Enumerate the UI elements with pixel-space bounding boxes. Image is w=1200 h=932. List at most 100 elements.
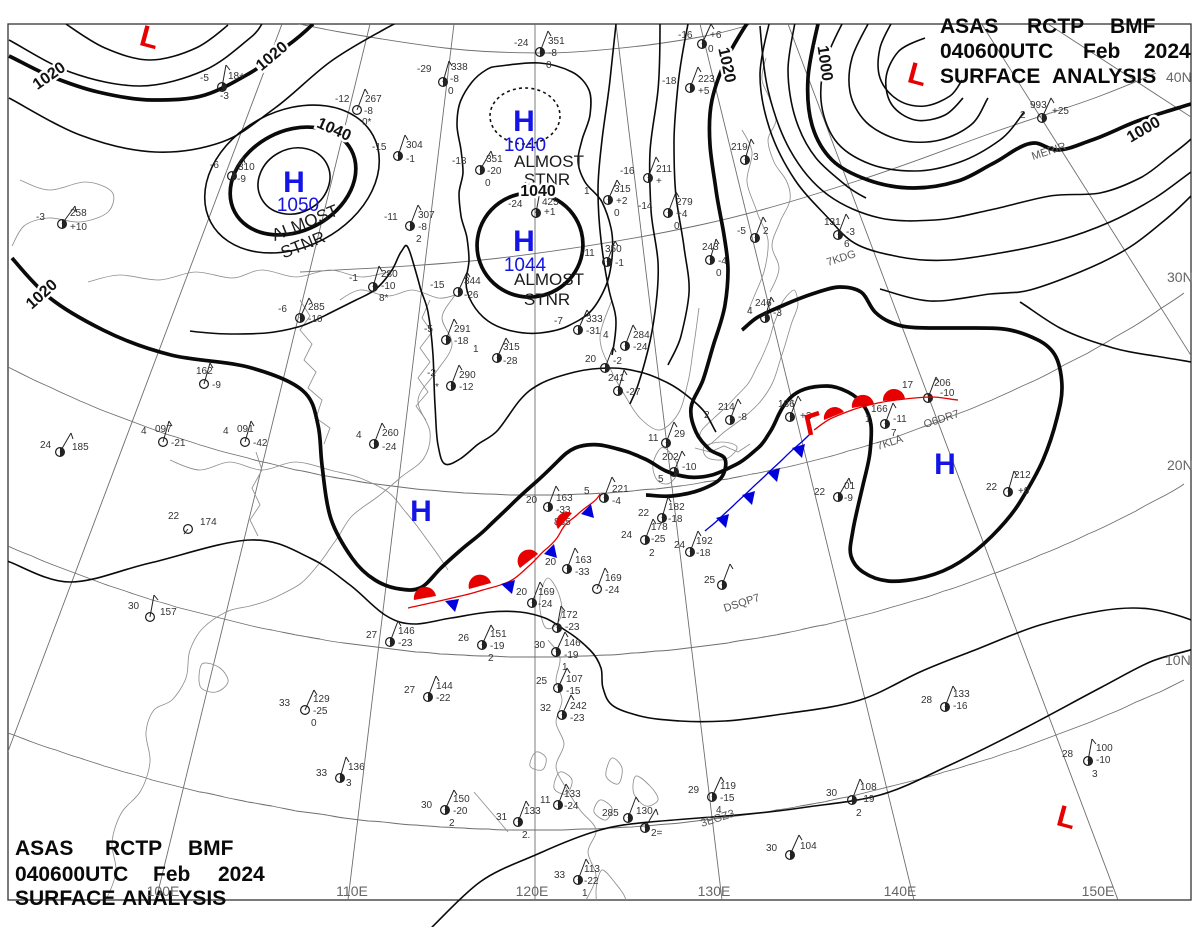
svg-text:-9: -9 — [237, 174, 246, 185]
svg-text:-8: -8 — [548, 48, 557, 59]
svg-text:2: 2 — [488, 653, 494, 664]
svg-text:2: 2 — [649, 548, 655, 559]
svg-text:H: H — [283, 166, 305, 199]
svg-text:-12: -12 — [459, 382, 474, 393]
svg-text:0: 0 — [311, 718, 317, 729]
svg-text:119: 119 — [720, 781, 736, 792]
svg-text:110E: 110E — [336, 883, 368, 899]
svg-text:150: 150 — [453, 794, 470, 805]
svg-text:-5: -5 — [424, 324, 433, 335]
svg-text:-11: -11 — [581, 248, 595, 259]
svg-text:-6: -6 — [278, 304, 287, 315]
svg-text:131: 131 — [824, 217, 841, 228]
svg-text:-27: -27 — [626, 387, 641, 398]
svg-text:+5: +5 — [698, 86, 710, 97]
svg-text:ALMOST: ALMOST — [514, 270, 584, 289]
svg-text:350: 350 — [605, 244, 622, 255]
svg-text:-5: -5 — [737, 226, 746, 237]
svg-text:1: 1 — [562, 662, 568, 673]
svg-text:-8: -8 — [418, 222, 427, 233]
svg-text:-15: -15 — [372, 142, 387, 153]
svg-text:+6: +6 — [710, 30, 722, 41]
svg-text:-6: -6 — [210, 160, 219, 171]
svg-text:284: 284 — [633, 330, 650, 341]
svg-text:0: 0 — [448, 86, 454, 97]
svg-text:290: 290 — [459, 370, 476, 381]
svg-text:H: H — [934, 448, 956, 481]
svg-text:-1: -1 — [615, 258, 624, 269]
svg-text:5: 5 — [658, 474, 664, 485]
svg-text:-33: -33 — [575, 567, 590, 578]
svg-text:2: 2 — [763, 226, 769, 237]
svg-text:+4: +4 — [676, 209, 688, 220]
svg-text:-1: -1 — [349, 273, 358, 284]
svg-text:-7: -7 — [554, 316, 563, 327]
svg-text:-16: -16 — [953, 701, 968, 712]
svg-text:22: 22 — [814, 487, 826, 498]
svg-text:6: 6 — [844, 239, 850, 250]
svg-text:136: 136 — [348, 762, 365, 773]
svg-text:133: 133 — [524, 806, 541, 817]
svg-text:351: 351 — [486, 154, 503, 165]
svg-text:11: 11 — [540, 795, 551, 806]
svg-text:185: 185 — [72, 442, 89, 453]
svg-text:246: 246 — [755, 298, 772, 309]
svg-text:-18: -18 — [696, 548, 711, 559]
svg-text:-12: -12 — [335, 94, 350, 105]
svg-text:1: 1 — [582, 888, 588, 899]
svg-text:32: 32 — [540, 703, 552, 714]
svg-text:-19: -19 — [564, 650, 579, 661]
svg-text:17: 17 — [902, 380, 914, 391]
svg-text:0: 0 — [674, 221, 680, 232]
svg-text:18+: 18+ — [228, 71, 245, 82]
svg-text:24: 24 — [40, 440, 52, 451]
svg-text:151: 151 — [490, 629, 507, 640]
svg-text:206: 206 — [934, 378, 951, 389]
svg-text:3: 3 — [1092, 769, 1098, 780]
svg-text:H: H — [513, 225, 535, 258]
svg-text:H: H — [410, 495, 432, 528]
svg-text:163: 163 — [575, 555, 592, 566]
svg-text:3: 3 — [346, 778, 352, 789]
svg-text:-22: -22 — [436, 693, 451, 704]
svg-text:267: 267 — [365, 94, 382, 105]
svg-text:242: 242 — [570, 701, 587, 712]
svg-text:20: 20 — [585, 354, 597, 365]
svg-text:-10: -10 — [1096, 755, 1111, 766]
svg-text:157: 157 — [160, 607, 177, 618]
svg-text:-2: -2 — [613, 356, 622, 367]
svg-text:280: 280 — [381, 269, 398, 280]
svg-text:30N: 30N — [1167, 269, 1193, 285]
svg-text:-11: -11 — [893, 414, 907, 425]
svg-text:1040: 1040 — [520, 183, 556, 200]
svg-text:0: 0 — [708, 44, 714, 55]
svg-text:-3: -3 — [846, 227, 855, 238]
svg-text:100E: 100E — [147, 883, 180, 899]
svg-text:133: 133 — [564, 789, 581, 800]
svg-text:1044: 1044 — [504, 255, 547, 276]
svg-text:146: 146 — [564, 638, 581, 649]
svg-text:+1: +1 — [544, 207, 556, 218]
svg-text:2: 2 — [1020, 110, 1026, 121]
svg-text:11: 11 — [648, 433, 659, 444]
svg-text:-21: -21 — [171, 438, 186, 449]
svg-text:243: 243 — [702, 242, 719, 253]
svg-text:174: 174 — [200, 517, 217, 528]
svg-text:25: 25 — [536, 676, 548, 687]
svg-text:4: 4 — [716, 805, 722, 816]
svg-text:162: 162 — [196, 366, 213, 377]
svg-text:31: 31 — [496, 812, 508, 823]
svg-text:178: 178 — [651, 522, 668, 533]
svg-text:+: + — [656, 176, 662, 187]
svg-text:0: 0 — [716, 268, 722, 279]
svg-text:22: 22 — [986, 482, 998, 493]
svg-text:091: 091 — [237, 424, 254, 435]
svg-text:291: 291 — [454, 324, 471, 335]
svg-text:27: 27 — [404, 685, 416, 696]
svg-text:186: 186 — [778, 399, 795, 410]
svg-text:120E: 120E — [516, 883, 549, 899]
svg-text:425: 425 — [542, 197, 559, 208]
svg-text:-11: -11 — [384, 212, 398, 223]
svg-text:-18: -18 — [662, 76, 677, 87]
